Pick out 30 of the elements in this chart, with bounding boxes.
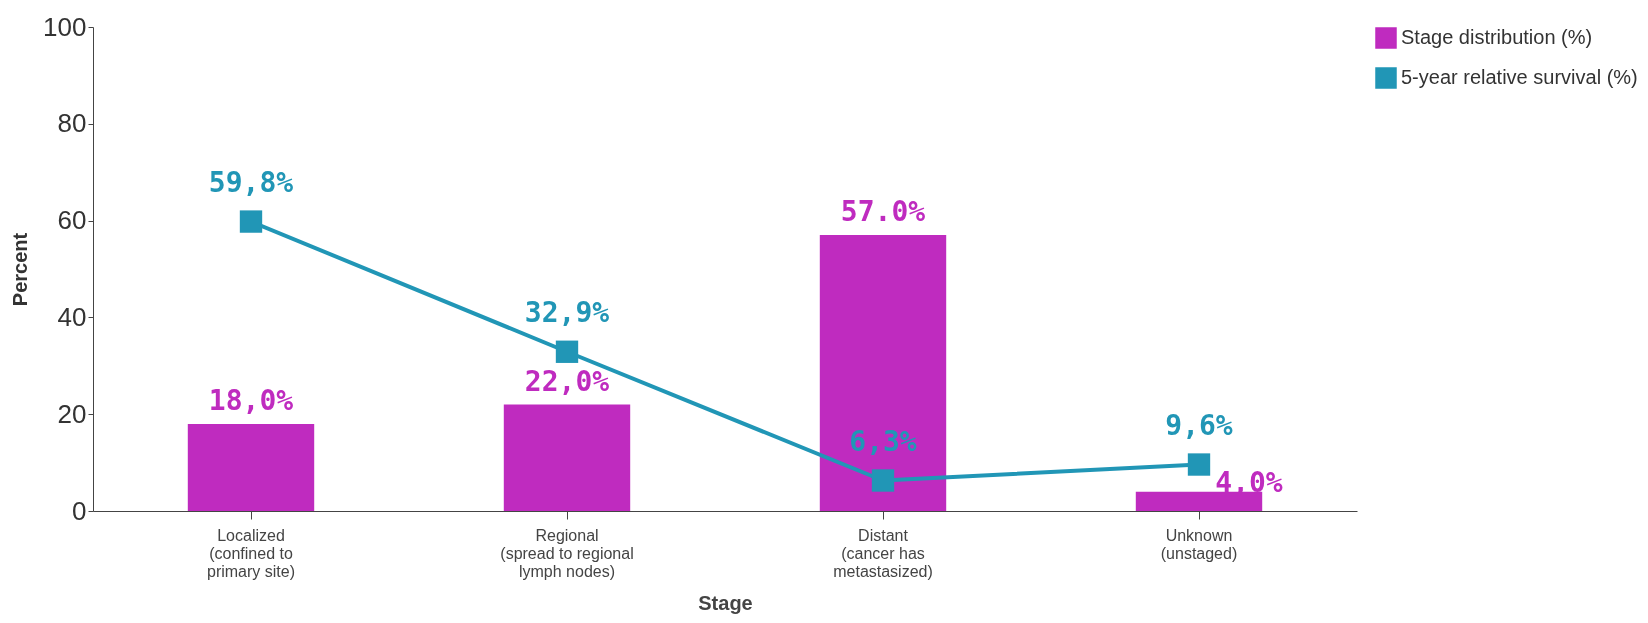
point (1187, 453, 1211, 476)
x-tick-label: Distant (cancer has metastasized) (833, 526, 933, 580)
x-axis-title: Stage (698, 591, 753, 614)
x-tick-label: Regional (spread to regional lymph nodes) (500, 526, 634, 580)
y-tick-label: 40 (57, 301, 87, 332)
data-label: 59,8% (208, 165, 294, 199)
y-tick-label: 60 (57, 205, 87, 236)
y-tick-label: 80 (57, 108, 87, 139)
y-tick-label: 100 (43, 11, 87, 42)
legend-label: Stage distribution (%) (1401, 26, 1593, 48)
data-label: 9,6% (1165, 408, 1233, 442)
y-tick-label: 20 (57, 398, 87, 429)
bar (819, 235, 947, 511)
bar (1135, 491, 1263, 511)
y-axis-title: Percent (9, 232, 32, 307)
data-label: 6,3% (849, 424, 917, 458)
data-label: 4,0% (1215, 465, 1283, 499)
x-tick-label: Unknown (unstaged) (1160, 526, 1238, 562)
data-label: 32,9% (524, 295, 610, 329)
legend-label: 5-year relative survival (%) (1401, 66, 1638, 88)
data-label: 22,0% (524, 364, 610, 398)
bar (503, 404, 631, 511)
point (871, 469, 895, 492)
y-tick-label: 0 (72, 495, 87, 526)
data-label: 57.0% (840, 195, 926, 229)
point (239, 210, 263, 233)
data-label: 18,0% (208, 383, 294, 417)
point (555, 340, 579, 363)
x-tick-label: Localized (confined to primary site) (206, 526, 296, 580)
bar (187, 423, 315, 511)
